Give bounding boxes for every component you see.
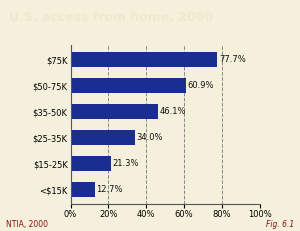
Text: 46.1%: 46.1% — [159, 107, 186, 116]
Text: 77.7%: 77.7% — [219, 55, 246, 64]
Text: 12.7%: 12.7% — [96, 185, 122, 194]
Text: U.S. access from home, 2000: U.S. access from home, 2000 — [9, 11, 213, 24]
Bar — [70, 182, 94, 197]
Bar — [70, 78, 186, 93]
Bar — [70, 130, 135, 145]
Bar — [70, 52, 218, 67]
Text: 60.9%: 60.9% — [187, 81, 214, 90]
Text: 34.0%: 34.0% — [136, 133, 163, 142]
Text: 21.3%: 21.3% — [112, 159, 139, 168]
Text: Fig. 6.1: Fig. 6.1 — [266, 220, 294, 229]
Bar — [70, 156, 111, 171]
Text: NTIA, 2000: NTIA, 2000 — [6, 220, 48, 229]
Bar — [70, 104, 158, 119]
